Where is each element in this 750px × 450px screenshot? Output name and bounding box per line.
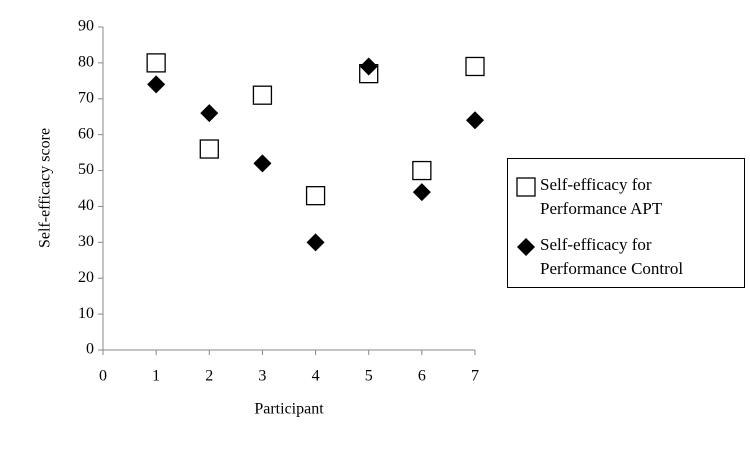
marker-square (412, 160, 432, 181)
marker-square (252, 85, 273, 105)
y-tick-label: 40 (78, 197, 94, 214)
marker-diamond (306, 233, 325, 252)
x-tick-label: 0 (99, 368, 107, 385)
marker-square (305, 186, 326, 206)
x-tick-label: 1 (152, 368, 160, 385)
x-tick-label: 5 (365, 368, 373, 385)
y-tick-label: 70 (78, 89, 94, 106)
marker-diamond (147, 75, 166, 94)
legend-label: Self-efficacy for Performance APT (540, 175, 663, 218)
x-tick-label: 2 (205, 368, 213, 385)
y-tick-label: 20 (78, 269, 94, 286)
marker-square (146, 53, 166, 73)
legend: Self-efficacy for Performance APT Self-ef… (507, 158, 745, 288)
marker-square (199, 139, 219, 159)
marker-diamond (359, 57, 378, 76)
y-tick-label: 60 (78, 125, 94, 142)
legend-entry: Self-efficacy for Performance Control (516, 233, 740, 281)
legend-label: Self-efficacy for Performance Control (540, 235, 684, 278)
x-tick-label: 4 (312, 368, 320, 385)
marker-diamond (253, 154, 272, 173)
y-tick-label: 50 (78, 161, 94, 178)
y-tick-label: 0 (86, 341, 94, 358)
marker-diamond (517, 238, 535, 256)
y-tick-label: 30 (78, 233, 94, 250)
legend-marker (517, 238, 535, 256)
legend-entry: Self-efficacy for Performance APT (516, 173, 740, 221)
y-axis-title: Self-efficacy score (37, 128, 54, 248)
y-tick-label: 80 (78, 54, 94, 71)
legend-marker (516, 177, 536, 197)
x-tick-label: 7 (471, 368, 479, 385)
y-tick-label: 90 (78, 18, 94, 35)
marker-square (516, 177, 536, 197)
x-axis-title: Participant (254, 401, 324, 418)
y-tick-label: 10 (78, 305, 94, 322)
x-tick-label: 3 (258, 368, 266, 385)
marker-diamond (200, 104, 219, 123)
x-tick-label: 6 (418, 368, 426, 385)
marker-diamond (412, 183, 431, 202)
marker-diamond (466, 111, 484, 130)
marker-square (465, 56, 485, 77)
